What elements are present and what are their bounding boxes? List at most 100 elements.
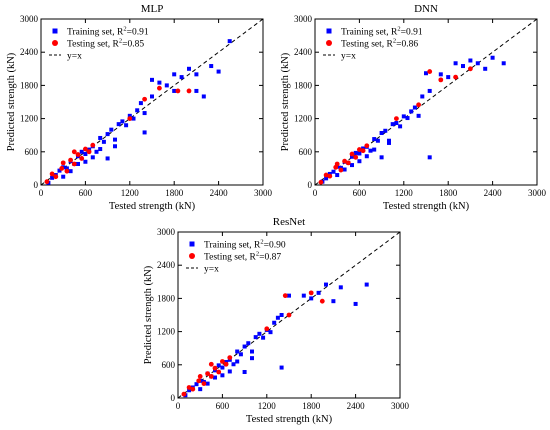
training-point — [331, 299, 336, 304]
y-axis-label: Predicted strength (kN) — [280, 52, 291, 151]
training-point — [205, 381, 210, 386]
x-tick-label: 1200 — [395, 188, 414, 198]
testing-point — [212, 365, 218, 371]
y-tick-label: 1800 — [20, 80, 39, 90]
y-tick-label: 600 — [162, 360, 176, 370]
training-point — [105, 156, 110, 161]
testing-point — [364, 143, 370, 149]
testing-point — [318, 179, 324, 185]
y-tick-label: 1200 — [294, 114, 313, 124]
legend-testing-marker — [326, 40, 332, 46]
testing-point — [181, 391, 187, 397]
training-point — [342, 167, 347, 172]
legend-testing-prefix: Testing set, R — [204, 253, 257, 263]
legend-training-r2: =0.91 — [127, 28, 149, 38]
training-point — [242, 344, 247, 349]
training-point — [427, 155, 432, 160]
legend-testing-label: Testing set, R2=0.85 — [67, 38, 144, 50]
y-tick-label: 2400 — [157, 260, 176, 270]
training-point — [227, 369, 232, 374]
legend-testing-label: Testing set, R2=0.87 — [204, 251, 281, 263]
training-point — [194, 88, 199, 93]
y-tick-label: 600 — [299, 147, 313, 157]
training-point — [379, 155, 384, 160]
training-point — [150, 94, 154, 99]
chart-title: MLP — [141, 3, 164, 15]
training-point — [401, 114, 406, 119]
testing-point — [345, 160, 351, 166]
x-axis-label: Tested strength (kN) — [109, 201, 196, 212]
training-point — [235, 359, 240, 364]
training-point — [227, 39, 232, 44]
legend-training-label: Training set, R2=0.91 — [67, 26, 149, 38]
training-point — [216, 69, 221, 74]
testing-point — [323, 172, 329, 178]
x-tick-label: 0 — [39, 188, 44, 198]
training-point — [250, 356, 254, 361]
y-tick-label: 1200 — [157, 327, 176, 337]
x-tick-label: 3000 — [528, 188, 547, 198]
y-tick-label: 1800 — [294, 80, 313, 90]
training-point — [353, 301, 358, 306]
x-tick-label: 0 — [313, 188, 318, 198]
training-point — [238, 352, 243, 357]
legend-training-exp: 2 — [123, 26, 126, 33]
training-point — [172, 88, 177, 93]
training-point — [416, 113, 421, 118]
plot-frame — [177, 231, 401, 399]
testing-point — [59, 166, 65, 171]
training-point — [331, 169, 336, 174]
y-tick-label: 3000 — [157, 227, 176, 237]
training-point — [57, 168, 62, 173]
testing-point — [157, 85, 162, 91]
legend-training-r2: =0.90 — [264, 241, 286, 251]
testing-point — [349, 151, 355, 157]
training-point — [201, 94, 206, 99]
testing-point — [438, 77, 444, 83]
training-point — [438, 72, 443, 77]
training-point — [372, 137, 377, 142]
testing-point — [394, 116, 399, 121]
training-point — [364, 282, 369, 287]
legend-testing-marker — [189, 253, 195, 259]
legend-identity-label: y=x — [204, 265, 219, 275]
testing-point — [338, 167, 344, 173]
testing-point — [453, 74, 458, 80]
x-tick-label: 3000 — [391, 401, 410, 411]
training-point — [253, 335, 258, 340]
legend-testing-prefix: Testing set, R — [341, 40, 394, 50]
legend-testing-prefix: Testing set, R — [67, 40, 120, 50]
legend-testing-r2: =0.85 — [122, 40, 144, 50]
testing-point — [201, 381, 207, 387]
testing-point — [175, 88, 181, 94]
training-point — [275, 315, 280, 320]
testing-point — [90, 142, 96, 148]
chart-title: DNN — [414, 3, 438, 15]
training-point — [324, 176, 329, 181]
testing-point — [208, 374, 214, 379]
training-point — [427, 88, 432, 93]
training-point — [231, 362, 236, 367]
training-point — [475, 61, 480, 66]
testing-point — [75, 152, 81, 157]
testing-point — [308, 290, 314, 296]
x-tick-label: 600 — [353, 188, 367, 198]
training-point — [357, 151, 362, 156]
legend-testing-r2: =0.86 — [396, 40, 418, 50]
training-point — [179, 75, 184, 80]
legend-testing-r2: =0.87 — [259, 253, 281, 263]
x-axis-label: Tested strength (kN) — [246, 414, 333, 425]
y-tick-label: 600 — [25, 147, 39, 157]
training-point — [461, 64, 465, 69]
testing-point — [468, 66, 473, 72]
testing-point — [416, 102, 421, 108]
testing-point — [44, 179, 50, 185]
testing-point — [186, 385, 192, 390]
testing-point — [71, 161, 77, 167]
training-point — [268, 330, 273, 335]
chart-resnet: 0 600 1200 1800 2400 3000 0 600 1200 1800 2400 3000… — [143, 216, 410, 425]
training-point — [157, 80, 162, 85]
training-point — [387, 140, 391, 145]
training-point — [90, 155, 95, 160]
identity-line — [314, 18, 538, 186]
